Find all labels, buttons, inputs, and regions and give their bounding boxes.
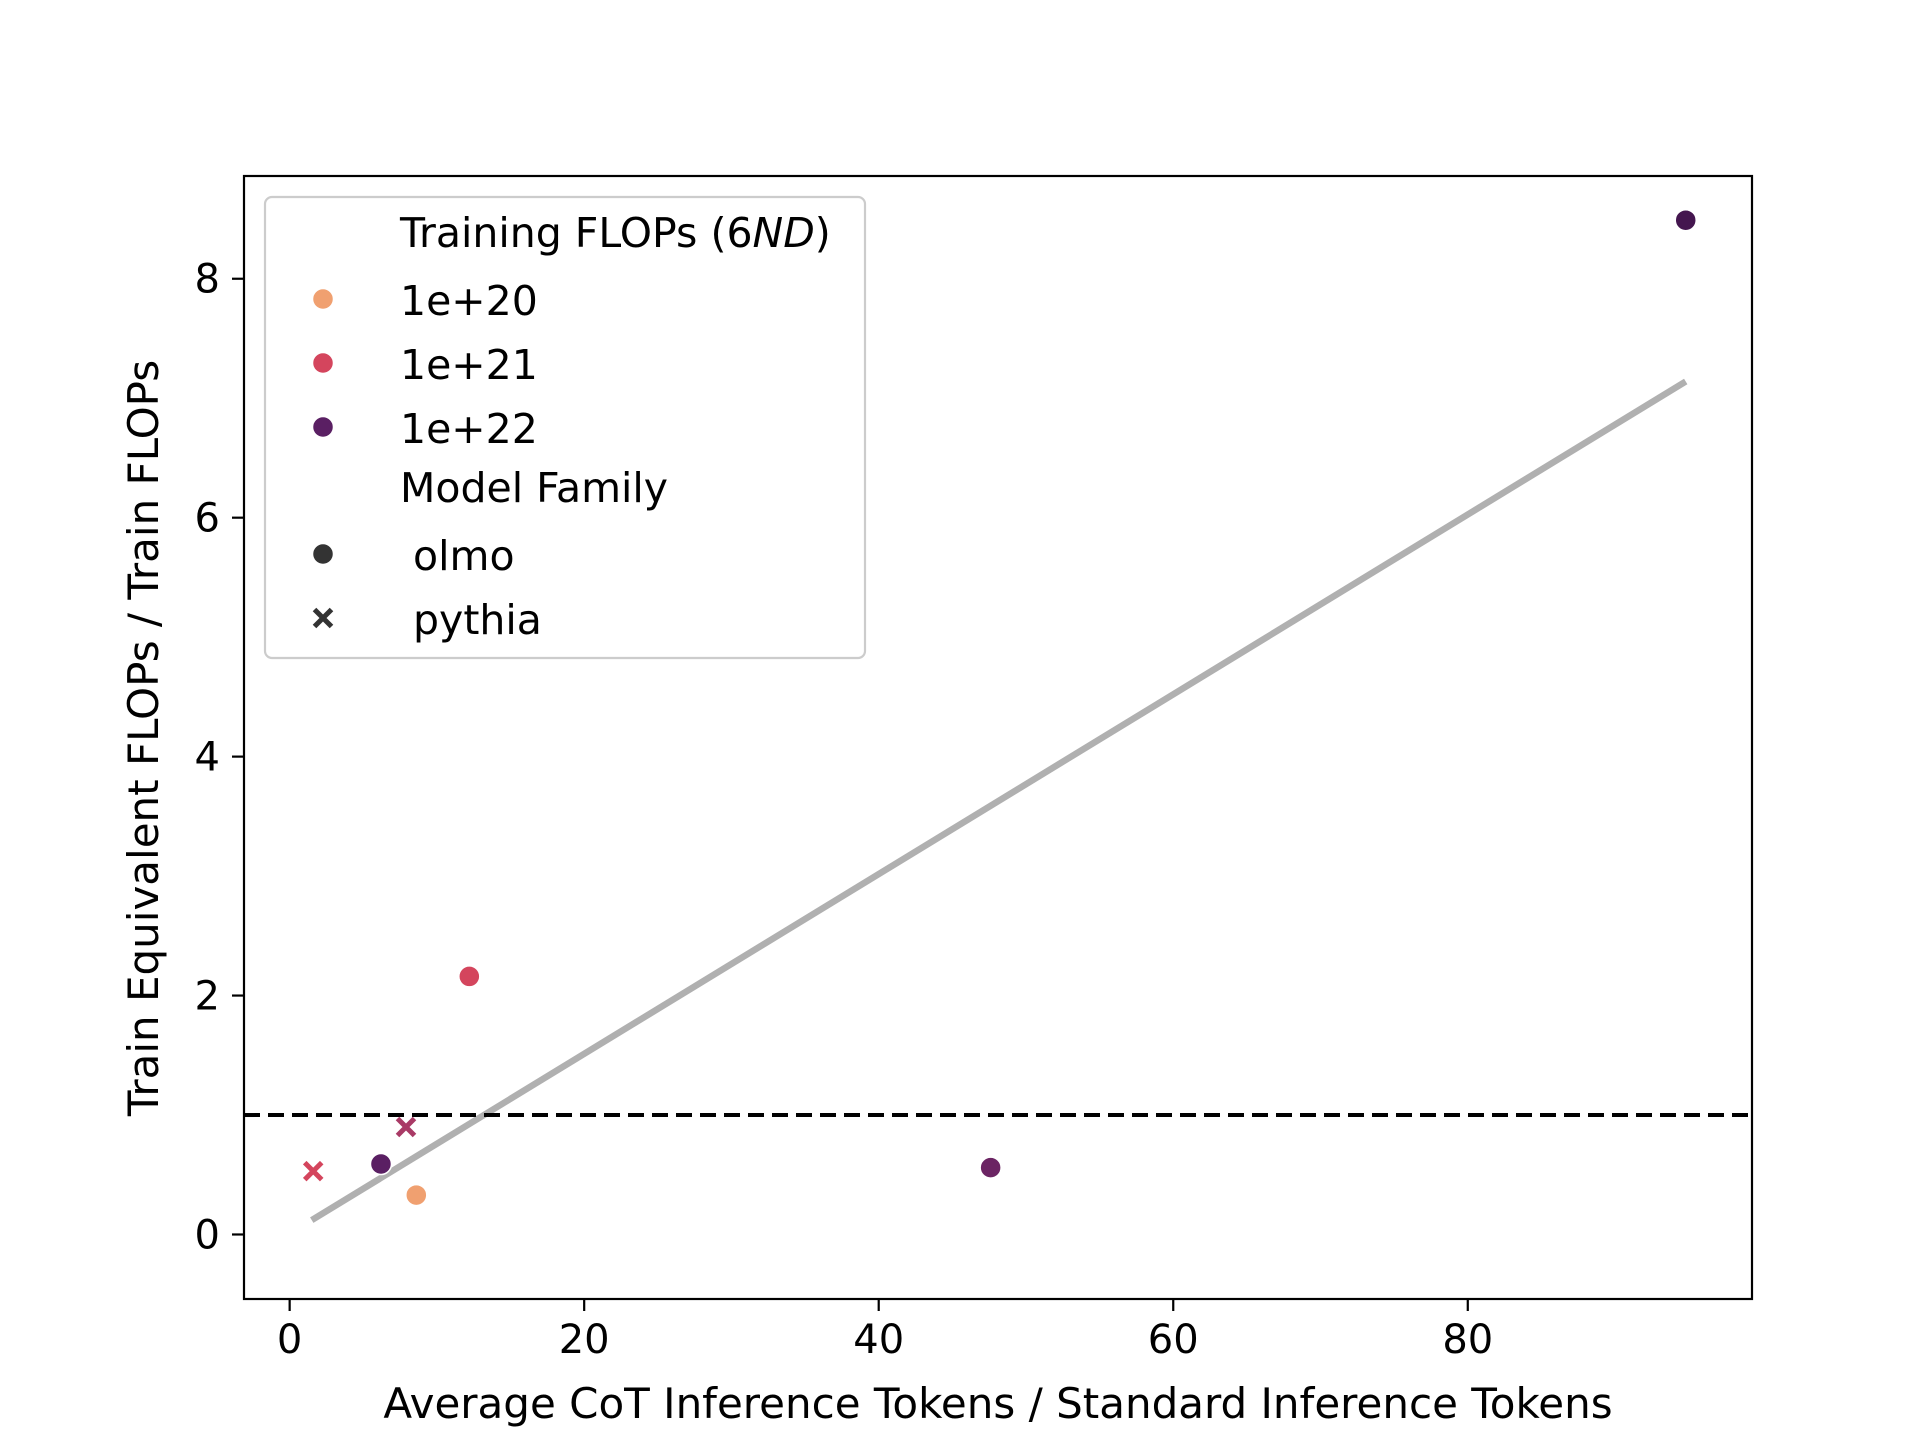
data-point-2 [458,965,481,988]
x-tick-label: 80 [1442,1317,1493,1363]
data-point-1 [1674,208,1697,232]
legend-label-olmo: olmo [400,532,515,580]
data-point-5 [979,1156,1002,1179]
legend-marker-1e+20 [311,287,335,311]
legend-hue-title: Training FLOPs (6ND) [399,209,831,257]
data-point-4 [405,1183,428,1207]
x-tick-label: 20 [559,1317,610,1363]
legend-box [263,195,867,660]
y-axis-ticks: 0 2 4 6 8 [195,257,244,1258]
x-axis-ticks: 0 20 40 60 80 [277,1299,1493,1363]
fit-line-layer [310,378,1688,1223]
legend-label-1e+21: 1e+21 [400,341,538,389]
fit-line [310,378,1688,1223]
data-point-7 [395,1116,417,1138]
y-tick-label: 8 [195,257,220,303]
legend-marker-x [312,607,334,629]
legend-label-1e+22: 1e+22 [400,405,538,453]
x-tick-label: 0 [277,1317,302,1363]
legend-label-1e+20: 1e+20 [400,277,538,325]
x-tick-label: 60 [1148,1317,1199,1363]
plot-frame [242,174,1754,1301]
legend-hue-title-prefix: Training FLOPs (6 [399,209,753,257]
legend-style-entries: olmo pythia [311,532,542,644]
y-tick-label: 6 [195,496,220,542]
legend-hue-title-italic: ND [753,209,815,257]
x-tick-label: 40 [853,1317,904,1363]
legend-marker-circle [311,542,335,566]
legend-hue-entries: 1e+20 1e+21 1e+22 [311,277,538,453]
legend-label-pythia: pythia [400,596,542,644]
y-tick-label: 4 [195,735,220,781]
legend-marker-1e+22 [311,415,335,439]
data-point-6 [302,1160,324,1182]
legend-hue-title-suffix: ) [815,209,831,257]
legend: Training FLOPs (6ND) 1e+20 1e+21 1e+22 Mod… [263,195,867,660]
y-tick-label: 0 [195,1212,220,1258]
y-tick-label: 2 [195,974,220,1020]
legend-style-title: Model Family [400,464,668,512]
points-layer [302,208,1697,1207]
data-point-3 [369,1152,393,1176]
legend-marker-1e+21 [311,351,335,375]
x-axis-label: Average CoT Inference Tokens / Standard … [383,1379,1612,1428]
y-axis-label: Train Equivalent FLOPs / Train FLOPs [119,360,168,1117]
